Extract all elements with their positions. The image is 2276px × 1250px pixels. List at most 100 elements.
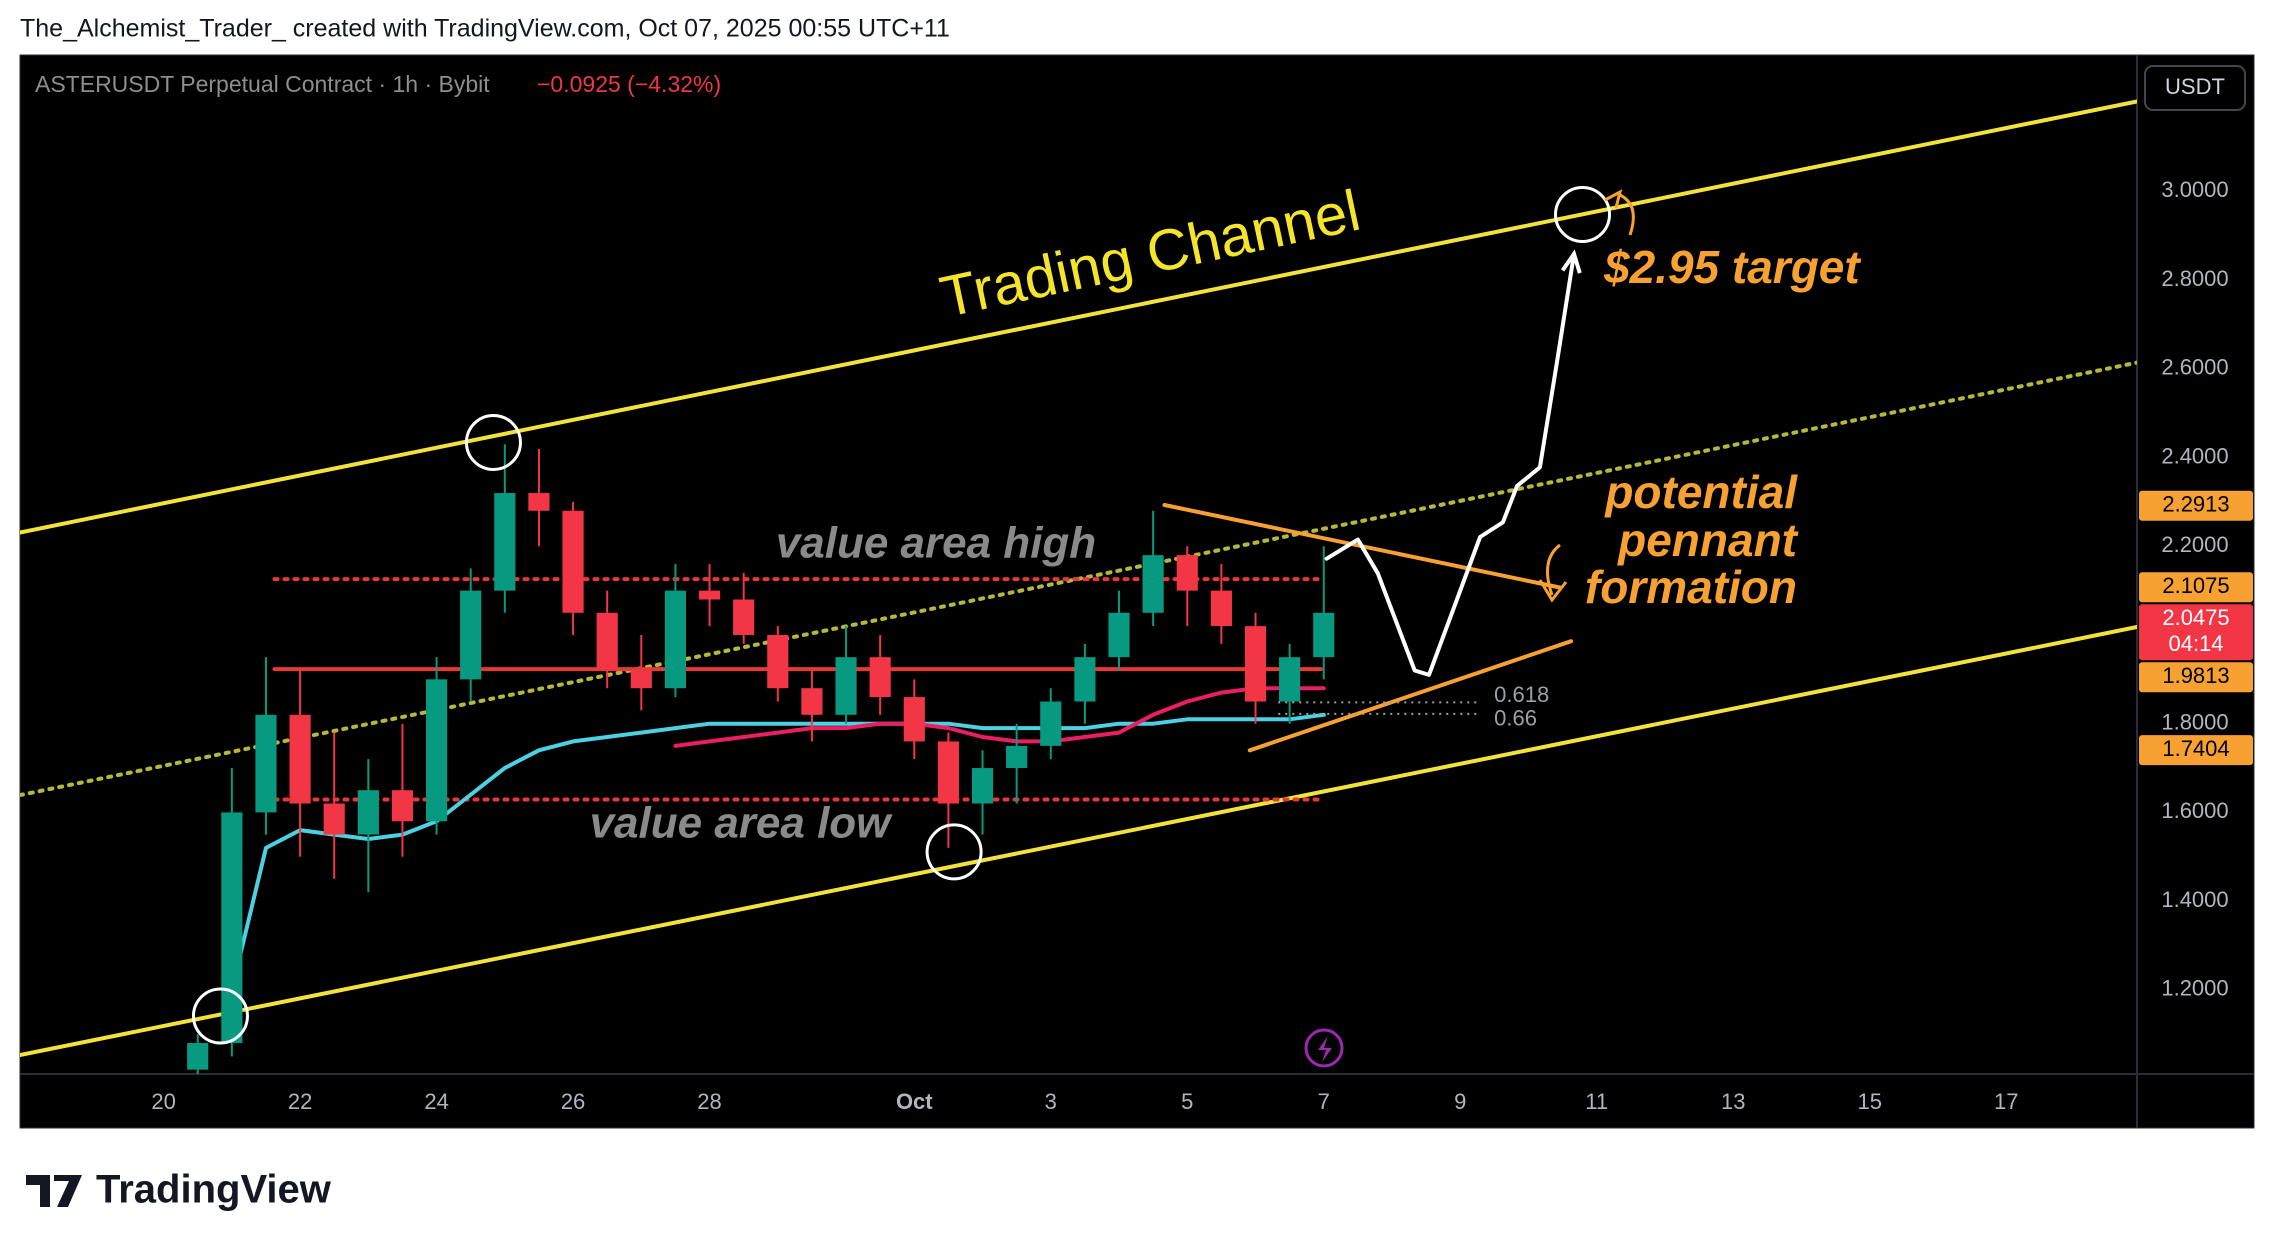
candle-body (1313, 612, 1335, 658)
y-tick-label: 1.6000 (2161, 798, 2228, 823)
candle-body (323, 803, 345, 835)
arrow-head (1560, 249, 1582, 274)
currency-button[interactable] (2144, 65, 2246, 111)
indicator-line (229, 712, 1326, 992)
candle-body (937, 741, 959, 804)
candle-body (187, 1043, 209, 1070)
symbol-title: ASTERUSDT Perpetual Contract · 1h · Bybi… (35, 71, 490, 97)
annotation-value-area-high: value area high (776, 519, 1096, 568)
candle-body (971, 768, 994, 804)
price-label-box (2139, 572, 2253, 603)
price-label-box (2139, 662, 2253, 693)
x-tick-label: 26 (561, 1089, 585, 1114)
candle-body (289, 714, 311, 804)
chart-frame (19, 54, 2255, 1129)
y-tick-label: 2.2000 (2161, 532, 2228, 557)
candle-body (596, 612, 618, 671)
price-label-box (2139, 490, 2253, 521)
candle-body (391, 790, 414, 822)
fib-label: 0.66 (1494, 706, 1537, 731)
candle-body (1279, 657, 1301, 702)
candle-body (630, 670, 652, 689)
x-tick-label: 15 (1857, 1089, 1881, 1114)
candle-body (1108, 612, 1130, 658)
countdown-label: 04:14 (2168, 631, 2223, 656)
candle-body (528, 493, 550, 511)
hand-arrow (1538, 543, 1568, 603)
highlight-circle (1554, 185, 1612, 243)
candle-body (767, 634, 789, 689)
candle-body (835, 657, 857, 715)
x-tick-label: 7 (1318, 1089, 1330, 1114)
x-tick-label: 28 (697, 1089, 721, 1114)
candle-body (698, 590, 721, 600)
x-tick-label: 20 (151, 1089, 175, 1114)
candle-body (801, 688, 823, 715)
hand-arrow (1604, 189, 1635, 236)
annotation-target: $2.95 target (1603, 241, 1861, 293)
candle-body (664, 590, 687, 689)
y-tick-label: 2.6000 (2161, 355, 2228, 380)
x-tick-label: 11 (1585, 1089, 1608, 1114)
x-tick-label: 22 (288, 1089, 312, 1114)
highlight-circle (925, 823, 983, 881)
alert-bolt (1318, 1036, 1332, 1062)
currency-label[interactable]: USDT (2165, 74, 2225, 99)
indicator-line (673, 686, 1326, 748)
y-tick-label: 2.8000 (2161, 266, 2228, 291)
candle-body (460, 590, 482, 680)
price-label: 2.1075 (2162, 573, 2229, 598)
annotation-pennant: potential (1603, 466, 1798, 518)
candle-body (255, 714, 277, 813)
alert-icon[interactable] (1304, 1028, 1344, 1068)
candle-body (1040, 701, 1062, 746)
x-tick-label: 5 (1181, 1089, 1193, 1114)
price-change: −0.0925 (−4.32%) (537, 71, 721, 97)
annotation-pennant: pennant (1616, 514, 1799, 566)
axes: 1.20001.40001.60001.80002.00002.20002.40… (151, 177, 2253, 1114)
price-label: 1.9813 (2162, 663, 2229, 688)
candle-body (494, 493, 516, 591)
x-tick-label: 3 (1045, 1089, 1057, 1114)
x-tick-label: 24 (424, 1089, 448, 1114)
brand-name: TradingView (96, 1168, 332, 1212)
price-label-box (2139, 735, 2253, 766)
annotation-pennant: formation (1585, 561, 1797, 613)
y-tick-label: 1.8000 (2161, 710, 2228, 735)
brand-logo (26, 1175, 82, 1207)
projection-path (1324, 252, 1576, 677)
x-tick-label: Oct (896, 1089, 933, 1114)
x-tick-label: 13 (1721, 1089, 1745, 1114)
candle-body (869, 657, 891, 698)
trend-line (20, 625, 2137, 1057)
candle-body (562, 510, 584, 613)
candle-body (425, 679, 448, 822)
candle-body (1142, 555, 1164, 613)
annotation-value-area-low: value area low (590, 799, 894, 848)
candle-body (903, 697, 925, 742)
price-label: 2.2913 (2162, 492, 2229, 517)
candle-body (733, 599, 755, 635)
candle-body (1176, 555, 1198, 591)
price-label: 2.0475 (2162, 605, 2229, 630)
trend-line (20, 99, 2137, 535)
candle-body (357, 790, 379, 835)
highlight-circle (191, 987, 249, 1045)
y-tick-label: 1.4000 (2161, 887, 2228, 912)
fib-label: 0.618 (1494, 682, 1549, 707)
x-tick-label: 17 (1994, 1089, 2018, 1114)
price-label: 1.7404 (2162, 736, 2229, 761)
y-tick-label: 3.0000 (2161, 177, 2228, 202)
candle-body (1210, 590, 1232, 627)
header-caption: The_Alchemist_Trader_ created with Tradi… (20, 15, 950, 43)
candle-body (221, 812, 243, 1044)
y-tick-label: 1.2000 (2161, 976, 2228, 1001)
price-label-box (2139, 604, 2253, 661)
trend-line (1247, 639, 1574, 753)
candle-body (1006, 745, 1028, 769)
y-tick-label: 2.4000 (2161, 443, 2228, 468)
x-tick-label: 9 (1454, 1089, 1466, 1114)
candle-body (1074, 657, 1096, 702)
